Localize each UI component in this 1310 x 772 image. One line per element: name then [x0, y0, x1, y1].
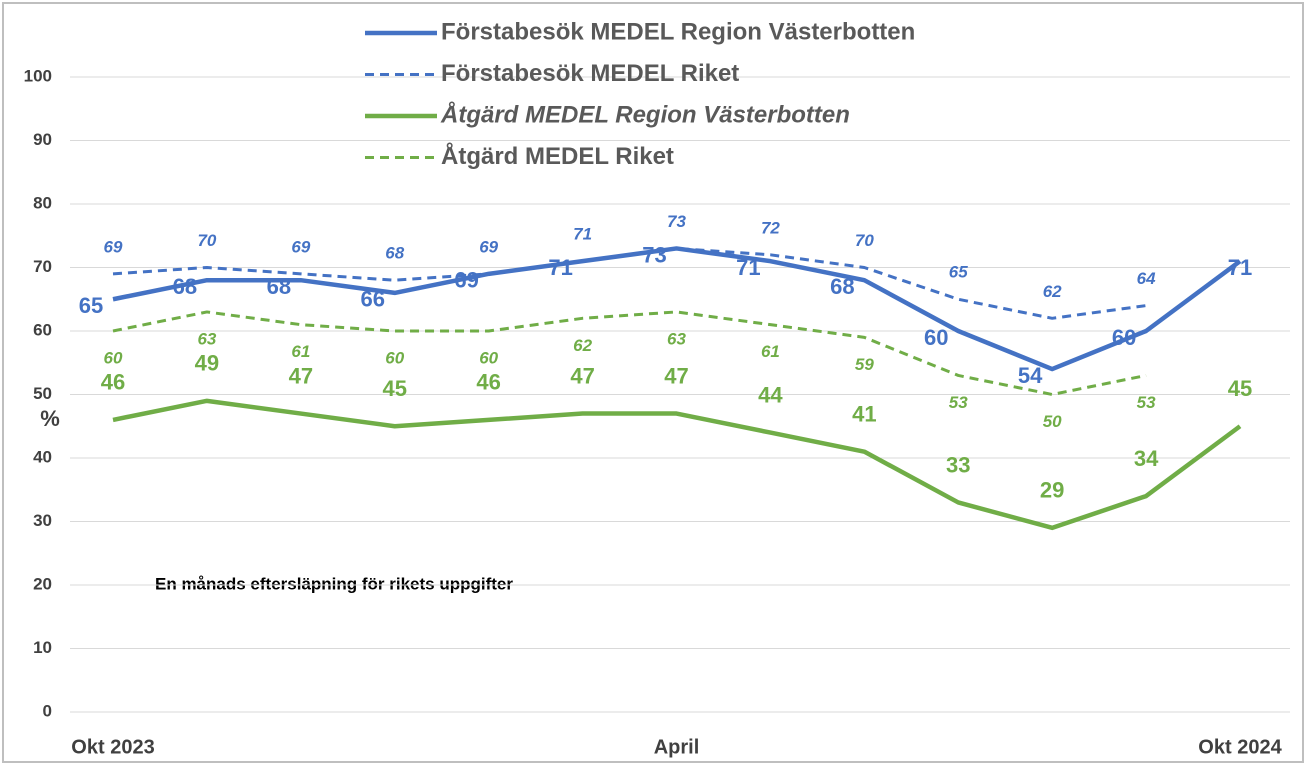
data-label: 69	[291, 237, 310, 256]
data-label: 60	[479, 348, 498, 367]
legend-label: Förstabesök MEDEL Riket	[441, 60, 739, 87]
y-tick-label: 100	[24, 66, 52, 85]
data-label: 71	[1228, 255, 1252, 280]
data-label: 45	[1228, 376, 1252, 401]
annotation: En månads eftersläpning för rikets uppgi…	[155, 574, 513, 593]
y-tick-label: 30	[33, 511, 52, 530]
data-label: 68	[830, 274, 854, 299]
data-label: 60	[924, 325, 948, 350]
y-tick-label: 20	[33, 574, 52, 593]
y-tick-label: 90	[33, 130, 52, 149]
x-tick-label: April	[654, 736, 700, 758]
data-label: 34	[1134, 446, 1159, 471]
y-tick-label: 80	[33, 193, 52, 212]
y-tick-label: 70	[33, 257, 52, 276]
data-label: 29	[1040, 478, 1064, 503]
data-label: 69	[454, 268, 478, 293]
data-label: 60	[1112, 325, 1136, 350]
data-label: 53	[949, 393, 968, 412]
data-label: 44	[758, 382, 783, 407]
data-label: 73	[642, 242, 666, 267]
data-label: 69	[104, 237, 123, 256]
data-label: 53	[1137, 393, 1156, 412]
data-label: 47	[289, 363, 313, 388]
data-label: 71	[573, 225, 592, 244]
y-tick-label: 50	[33, 384, 52, 403]
data-label: 65	[79, 293, 103, 318]
data-label: 71	[548, 255, 572, 280]
y-tick-label: 60	[33, 320, 52, 339]
y-tick-label: 10	[33, 638, 52, 657]
data-label: 63	[667, 329, 686, 348]
data-label: 59	[855, 355, 874, 374]
data-label: 49	[195, 351, 219, 376]
data-label: 68	[173, 274, 197, 299]
data-label: 46	[101, 370, 125, 395]
data-label: 71	[736, 255, 760, 280]
series-line	[112, 246, 1242, 372]
data-label: 68	[385, 244, 404, 263]
data-label: 54	[1018, 363, 1043, 388]
data-label: 61	[761, 342, 780, 361]
data-label: 47	[570, 363, 594, 388]
series-line	[112, 310, 1147, 396]
legend-label: Förstabesök MEDEL Region Västerbotten	[441, 18, 915, 45]
y-tick-label: 0	[43, 701, 52, 720]
chart-frame	[2, 2, 1304, 763]
y-axis-label: %	[40, 406, 60, 431]
legend-label: Åtgärd MEDEL Region Västerbotten	[440, 101, 850, 128]
data-label: 70	[855, 231, 874, 250]
data-label: 60	[385, 348, 404, 367]
data-label: 61	[291, 342, 310, 361]
x-tick-label: Okt 2023	[71, 736, 154, 758]
data-label: 69	[479, 237, 498, 256]
data-label: 50	[1043, 412, 1062, 431]
data-label: 45	[383, 376, 407, 401]
series-line	[112, 246, 1147, 320]
data-label: 70	[197, 231, 216, 250]
data-label: 72	[761, 218, 780, 237]
data-label: 33	[946, 452, 970, 477]
data-label: 63	[197, 329, 216, 348]
y-tick-label: 40	[33, 447, 52, 466]
data-label: 46	[476, 370, 500, 395]
x-tick-label: Okt 2024	[1198, 736, 1282, 758]
data-label: 68	[267, 274, 291, 299]
legend-label: Åtgärd MEDEL Riket	[441, 142, 674, 170]
data-label: 62	[573, 336, 592, 355]
data-label: 41	[852, 401, 876, 426]
series-line	[112, 398, 1242, 531]
data-label: 65	[949, 263, 968, 282]
data-label: 64	[1137, 269, 1156, 288]
data-label: 47	[664, 363, 688, 388]
data-label: 62	[1043, 282, 1062, 301]
data-label: 60	[104, 348, 123, 367]
data-label: 66	[361, 287, 385, 312]
data-label: 73	[667, 212, 686, 231]
